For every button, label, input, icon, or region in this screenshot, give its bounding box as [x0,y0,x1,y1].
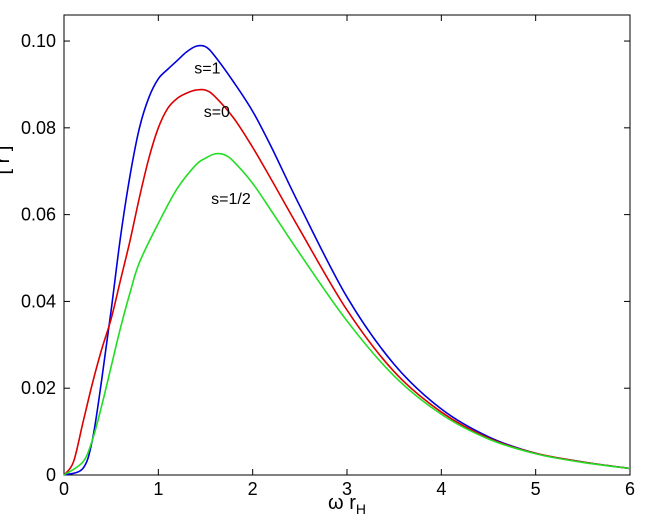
series-line-s-1 [63,44,631,476]
x-axis-label-main: ω r [328,492,356,514]
x-axis-label-subscript: H [356,501,366,517]
curve-labels: s=1 s=0 s=1/2 [194,61,251,208]
x-tick-labels: 0 1 2 3 4 5 6 [59,479,635,499]
x-tick-label: 3 [342,479,352,499]
y-tick-label: 0.10 [21,31,56,51]
series-lines [63,44,631,476]
curve-label-s-0: s=0 [204,104,230,121]
y-tick-label: 0 [46,465,56,485]
x-tick-label: 6 [625,479,635,499]
y-tick-label: 0.08 [21,118,56,138]
x-tick-label: 2 [248,479,258,499]
y-tick-labels: 0 0.02 0.04 0.06 0.08 0.10 [21,31,56,485]
plot-frame [63,14,631,476]
series-line-s-0 [63,88,631,476]
x-tick-label: 5 [531,479,541,499]
x-axis-label: ω rH [328,492,366,517]
y-tick-label: 0.06 [21,205,56,225]
curve-label-s-1: s=1 [194,61,220,78]
y-tick-label: 0.02 [21,378,56,398]
y-axis-label-partial: [ r ] [0,146,14,175]
x-tick-label: 0 [59,479,69,499]
x-tick-label: 4 [436,479,446,499]
y-tick-label: 0.04 [21,291,56,311]
series-line-s-1-2 [63,152,631,476]
axis-ticks [63,15,631,476]
curve-label-s-1-2: s=1/2 [211,191,251,208]
x-tick-label: 1 [153,479,163,499]
